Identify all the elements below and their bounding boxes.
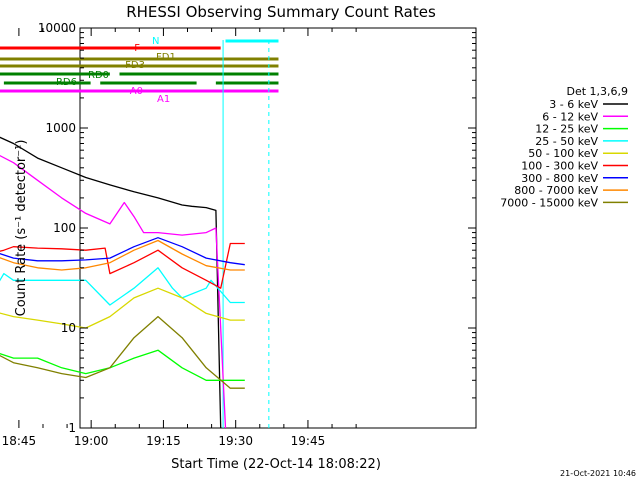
series-line-300-800-kev [0, 237, 245, 266]
legend-label: 3 - 6 keV [549, 98, 598, 111]
legend-label: 300 - 800 keV [521, 172, 598, 185]
chart-title: RHESSI Observing Summary Count Rates [126, 3, 436, 21]
footer-date: 21-Oct-2021 10:46 [560, 469, 636, 478]
legend-label: 25 - 50 keV [535, 135, 598, 148]
y-tick-label: 100 [53, 221, 76, 235]
flag-label-f: F [134, 43, 140, 54]
legend-label: 100 - 300 keV [521, 160, 598, 173]
series-line-7000-15000-kev [0, 315, 245, 389]
series-line-25-50-kev [0, 267, 245, 306]
y-tick-label: 10000 [38, 21, 76, 35]
legend-label: 50 - 100 keV [528, 147, 598, 160]
legend-label: 7000 - 15000 keV [500, 196, 598, 209]
axes-layer: 18:1518:3018:4519:0019:1519:3019:4511010… [2, 21, 476, 448]
legend-label: 800 - 7000 keV [514, 184, 598, 197]
legend-label: 12 - 25 keV [535, 123, 598, 136]
x-tick-label: 19:00 [74, 434, 109, 448]
flag-label-fd3: FD3 [125, 60, 145, 71]
y-axis-label: Count Rate (s⁻¹ detector⁻¹) [14, 140, 29, 317]
flag-label-fd1: FD1 [156, 52, 176, 63]
series-line-800-7000-kev [0, 239, 245, 271]
flag-label-a1: A1 [157, 94, 170, 105]
series-line-100-300-kev [0, 242, 245, 289]
series-line-3-6-kev [0, 136, 222, 429]
flag-label-n: N [152, 36, 159, 47]
x-axis-label: Start Time (22-Oct-14 18:08:22) [171, 457, 381, 472]
flag-label-rd0: RD0 [88, 70, 109, 81]
series-layer [0, 136, 245, 429]
x-tick-label: 19:15 [146, 434, 181, 448]
flags-layer: NFFD1FD3RD0RD6A0A1 [0, 36, 279, 428]
flag-label-rd6: RD6 [56, 77, 77, 88]
x-tick-label: 18:45 [2, 434, 37, 448]
x-tick-label: 19:30 [218, 434, 253, 448]
y-tick-label: 10 [61, 321, 76, 335]
x-tick-label: 19:45 [291, 434, 326, 448]
legend-label: 6 - 12 keV [542, 110, 598, 123]
series-line-6-12-kev [0, 154, 227, 429]
y-tick-label: 1000 [45, 121, 76, 135]
series-line-12-25-kev [0, 349, 245, 381]
legend-title: Det 1,3,6,9 [566, 85, 628, 98]
y-tick-label: 1 [68, 421, 76, 435]
